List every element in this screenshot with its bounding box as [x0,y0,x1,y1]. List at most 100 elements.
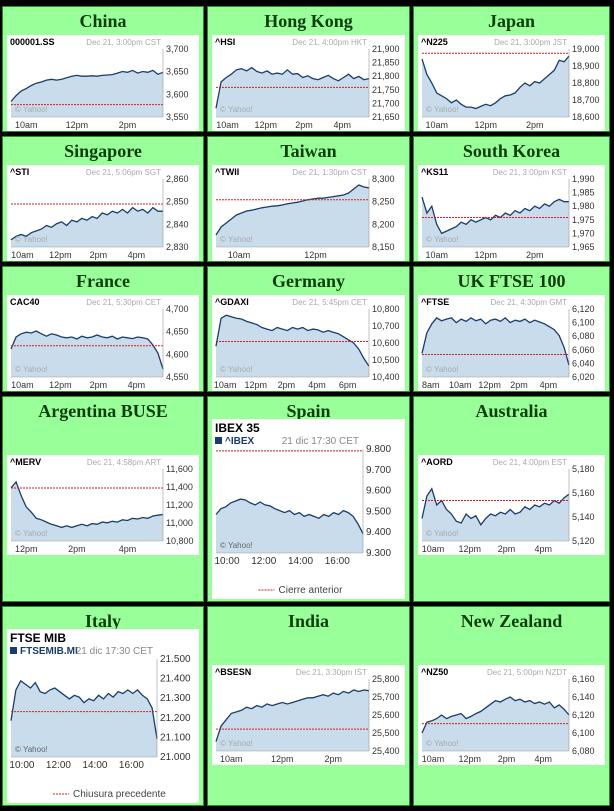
y-tick-label: 18,800 [572,78,600,88]
stock-chart-new-zealand[interactable]: ^NZ50 Dec 21, 5:00pm NZDT 6,160 6,140 6,120 6… [418,665,605,765]
x-tick-label: 12pm [474,120,497,130]
price-line [215,314,370,367]
x-tick-label: 10am [216,120,239,130]
y-tick-label: 6,060 [572,345,595,355]
price-area [216,690,369,751]
stock-chart-argentina-buse[interactable]: ^MERV Dec 21, 4:58pm ART 11,600 11,400 11,20… [7,455,199,555]
stock-chart-china[interactable]: 000001.SS Dec 21, 3:00pm CST 3,700 3,650 3,6… [7,35,199,131]
market-cell-china: China 000001.SS Dec 21, 3:00pm CST 3,700 3,6… [2,6,204,132]
chart-timestamp: Dec 21, 5:30pm CET [86,298,161,307]
legend-swatch [215,437,222,444]
stock-chart-spain[interactable]: IBEX 35 ^IBEX 21 dic 17:30 CET 9.800 9.700 9.… [212,419,405,599]
stock-chart-singapore[interactable]: ^STI Dec 21, 5:06pm SGT 2,860 2,850 2,840 2,8… [7,165,199,261]
y-tick-label: 21,700 [372,98,400,108]
stock-chart-italy[interactable]: FTSE MIB FTSEMIB.MI 21 dic 17:30 CET 21.500… [7,629,199,803]
x-tick-label: 4pm [535,754,553,764]
price-area [422,317,569,377]
market-cell-argentina-buse: Argentina BUSE ^MERV Dec 21, 4:58pm ART 11,… [2,396,204,602]
stock-chart-hong-kong[interactable]: ^HSI Dec 21, 4:00pm HKT 21,900 21,850 21,800… [212,35,405,131]
x-tick-label: 12pm [49,380,72,390]
stock-chart-south-korea[interactable]: ^KS11 Dec 21, 3:00pm KST 1,990 1,985 1,980 1,… [418,165,605,261]
chart-svg: ^HSI Dec 21, 4:00pm HKT 21,900 21,850 21,800… [215,37,400,130]
y-tick-label: 6,140 [572,692,595,702]
x-tick-label: 12pm [49,250,72,260]
ticker-symbol: CAC40 [10,297,40,307]
price-line [421,55,570,110]
stock-chart-germany[interactable]: ^GDAXI Dec 21, 5:45pm CET 10,800 10,700 10,6… [212,295,405,391]
x-tick-label: 14:00 [82,760,107,771]
chart-svg: ^GDAXI Dec 21, 5:45pm CET 10,800 10,700 10,6… [214,297,400,390]
x-tick-label: 4pm [128,380,146,390]
chart-timestamp: Dec 21, 4:00pm HKT [292,38,367,47]
y-tick-label: 1,970 [572,228,595,238]
price-area [422,488,569,541]
y-tick-label: 1,980 [572,201,595,211]
price-area [422,197,569,247]
market-cell-japan: Japan ^N225 Dec 21, 3:00pm JST 19,000 18,900… [413,6,610,132]
ticker-symbol: 000001.SS [10,37,55,47]
x-tick-label: 2pm [510,380,528,390]
y-tick-label: 11,400 [166,482,193,492]
chart-timestamp: 21 dic 17:30 CET [76,646,153,657]
x-tick-label: 12:00 [251,556,276,567]
ticker-symbol: FTSEMIB.MI [20,646,78,657]
x-tick-label: 4pm [540,380,558,390]
market-title: Japan [487,11,536,31]
yahoo-watermark: © Yahoo! [220,365,253,374]
x-tick-label: 10am [425,120,448,130]
y-tick-label: 6,040 [572,358,595,368]
stock-chart-uk-ftse-100[interactable]: ^FTSE Dec 21, 4:30pm GMT 6,120 6,100 6,080 6,… [418,295,605,391]
price-area [422,56,569,117]
price-line [215,184,370,236]
y-tick-label: 21,900 [372,44,400,54]
market-title: Italy [85,611,121,631]
price-line [421,196,569,235]
y-tick-label: 11,600 [166,464,193,474]
chart-svg: IBEX 35^IBEX 21 dic 17:30 CET 9.800 9.700 9.… [215,421,392,596]
stock-chart-india[interactable]: ^BSESN Dec 21, 3:30pm IST 25,800 25,700 25,6… [212,665,405,765]
market-cell-germany: Germany ^GDAXI Dec 21, 5:45pm CET 10,800 10,… [207,266,410,392]
stock-chart-japan[interactable]: ^N225 Dec 21, 3:00pm JST 19,000 18,900 18,80… [418,35,605,131]
x-tick-label: 10am [422,754,445,764]
chart-timestamp: Dec 21, 4:58pm ART [87,458,161,467]
y-tick-label: 21,800 [372,71,400,81]
x-tick-label: 12pm [474,250,497,260]
y-tick-label: 5,120 [572,536,595,546]
x-tick-label: 16:00 [325,556,350,567]
chart-timestamp: Dec 21, 3:00pm CST [86,38,161,47]
chart-timestamp: Dec 21, 3:00pm JST [494,38,567,47]
chart-svg: CAC40 Dec 21, 5:30pm CET 4,700 4,650 4,600 4,… [10,297,189,390]
price-line [215,498,364,534]
x-tick-label: 2pm [526,250,544,260]
y-tick-label: 8,250 [372,197,395,207]
yahoo-watermark: © Yahoo! [220,105,253,114]
yahoo-watermark: © Yahoo! [15,529,48,538]
y-tick-label: 21.500 [160,654,191,665]
x-tick-label: 4pm [308,380,326,390]
y-tick-label: 1,975 [572,215,595,225]
x-tick-label: 12pm [254,120,277,130]
ticker-symbol: ^BSESN [215,667,251,677]
y-tick-label: 6,160 [572,674,595,684]
x-tick-label: 8am [422,380,440,390]
stock-chart-taiwan[interactable]: ^TWII Dec 21, 1:30pm CST 8,300 8,250 8,200 8,… [212,165,405,261]
market-cell-spain: Spain IBEX 35 ^IBEX 21 dic 17:30 CET 9.800 9.… [207,396,410,602]
stock-chart-france[interactable]: CAC40 Dec 21, 5:30pm CET 4,700 4,650 4,600 4,… [7,295,199,391]
y-tick-label: 2,850 [166,197,189,207]
y-tick-label: 18,900 [572,61,600,71]
y-tick-label: 2,840 [166,219,189,229]
market-title: India [287,611,330,631]
market-cell-italy: Italy FTSE MIB FTSEMIB.MI 21 dic 17:30 CET 2… [2,606,204,806]
chart-svg: ^BSESN Dec 21, 3:30pm IST 25,800 25,700 25,6… [215,667,400,764]
stock-chart-australia[interactable]: ^AORD Dec 21, 4:00pm EST 5,180 5,160 5,140 5,… [418,455,605,555]
x-tick-label: 4pm [119,544,137,554]
chart-svg: 000001.SS Dec 21, 3:00pm CST 3,700 3,650 3,6… [10,37,189,130]
y-tick-label: 11,000 [166,518,193,528]
y-tick-label: 8,150 [372,242,395,252]
y-tick-label: 9.700 [366,465,391,476]
market-cell-singapore: Singapore ^STI Dec 21, 5:06pm SGT 2,860 2,85… [2,136,204,262]
y-tick-label: 21.200 [160,713,191,724]
y-tick-label: 6,080 [572,746,595,756]
